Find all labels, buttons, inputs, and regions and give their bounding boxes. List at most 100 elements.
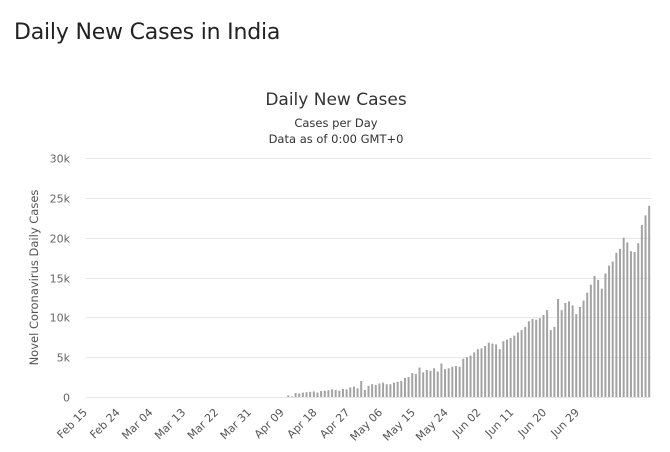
- bar[interactable]: [309, 391, 312, 397]
- bar[interactable]: [356, 388, 359, 397]
- bar[interactable]: [451, 366, 454, 397]
- bar[interactable]: [389, 384, 392, 397]
- bar[interactable]: [608, 265, 611, 397]
- bar[interactable]: [498, 349, 501, 397]
- bar[interactable]: [597, 279, 600, 397]
- bar[interactable]: [516, 332, 519, 397]
- bar[interactable]: [589, 284, 592, 397]
- bar[interactable]: [378, 383, 381, 397]
- bar[interactable]: [619, 248, 622, 397]
- bar[interactable]: [513, 335, 516, 397]
- bar[interactable]: [349, 387, 352, 397]
- bar[interactable]: [440, 363, 443, 397]
- bar[interactable]: [298, 393, 301, 397]
- bar[interactable]: [469, 355, 472, 397]
- bar[interactable]: [633, 252, 636, 397]
- bar[interactable]: [396, 381, 399, 397]
- bar[interactable]: [520, 330, 523, 397]
- bar[interactable]: [327, 390, 330, 397]
- bar[interactable]: [506, 339, 509, 397]
- bar[interactable]: [382, 382, 385, 397]
- bar[interactable]: [320, 391, 323, 397]
- bar[interactable]: [546, 310, 549, 397]
- bar[interactable]: [393, 382, 396, 397]
- bar[interactable]: [447, 368, 450, 397]
- bar[interactable]: [509, 338, 512, 397]
- bar[interactable]: [593, 275, 596, 397]
- bar[interactable]: [473, 352, 476, 397]
- bar[interactable]: [637, 243, 640, 397]
- bar[interactable]: [341, 389, 344, 397]
- bar[interactable]: [491, 343, 494, 397]
- bar[interactable]: [411, 373, 414, 397]
- bar[interactable]: [611, 261, 614, 397]
- bar[interactable]: [626, 242, 629, 397]
- bar[interactable]: [338, 390, 341, 397]
- bar[interactable]: [433, 368, 436, 397]
- bar[interactable]: [615, 252, 618, 397]
- bar[interactable]: [557, 299, 560, 397]
- bar[interactable]: [648, 205, 651, 397]
- bar[interactable]: [542, 314, 545, 397]
- bar[interactable]: [422, 372, 425, 397]
- bar[interactable]: [549, 330, 552, 397]
- bar[interactable]: [425, 369, 428, 397]
- bar[interactable]: [462, 358, 465, 397]
- bar[interactable]: [575, 314, 578, 397]
- bar[interactable]: [287, 395, 290, 397]
- bar[interactable]: [571, 305, 574, 397]
- bar[interactable]: [400, 381, 403, 397]
- bar[interactable]: [535, 319, 538, 397]
- bar[interactable]: [371, 384, 374, 397]
- bar[interactable]: [629, 251, 632, 397]
- bar[interactable]: [290, 396, 293, 397]
- bar[interactable]: [403, 377, 406, 397]
- bar[interactable]: [538, 318, 541, 397]
- bar[interactable]: [367, 385, 370, 397]
- bar[interactable]: [553, 326, 556, 397]
- bar[interactable]: [484, 346, 487, 397]
- bar[interactable]: [640, 224, 643, 397]
- bar[interactable]: [363, 389, 366, 397]
- bar[interactable]: [458, 366, 461, 397]
- bar[interactable]: [644, 215, 647, 397]
- bar[interactable]: [476, 349, 479, 397]
- bar[interactable]: [567, 301, 570, 397]
- bar[interactable]: [527, 321, 530, 397]
- bar[interactable]: [600, 288, 603, 397]
- bar[interactable]: [407, 377, 410, 397]
- bar[interactable]: [414, 373, 417, 397]
- bar[interactable]: [495, 344, 498, 397]
- bar[interactable]: [444, 369, 447, 397]
- bar[interactable]: [294, 393, 297, 397]
- bar[interactable]: [502, 341, 505, 397]
- bar[interactable]: [465, 357, 468, 397]
- bar[interactable]: [578, 306, 581, 397]
- bar[interactable]: [352, 386, 355, 397]
- bar[interactable]: [312, 391, 315, 397]
- bar[interactable]: [531, 318, 534, 397]
- bar[interactable]: [331, 389, 334, 397]
- bar[interactable]: [560, 310, 563, 397]
- bar[interactable]: [454, 365, 457, 397]
- bar[interactable]: [374, 385, 377, 397]
- bar[interactable]: [487, 342, 490, 397]
- bar[interactable]: [305, 392, 308, 397]
- bar[interactable]: [586, 292, 589, 397]
- bar[interactable]: [360, 381, 363, 397]
- bar[interactable]: [564, 302, 567, 397]
- bar[interactable]: [429, 370, 432, 397]
- bar[interactable]: [480, 348, 483, 397]
- bar[interactable]: [385, 384, 388, 397]
- bar[interactable]: [436, 371, 439, 397]
- bar[interactable]: [622, 237, 625, 397]
- bar[interactable]: [345, 389, 348, 397]
- bar[interactable]: [582, 300, 585, 397]
- bar[interactable]: [418, 367, 421, 397]
- bar[interactable]: [524, 326, 527, 397]
- bar[interactable]: [604, 273, 607, 397]
- bar[interactable]: [301, 392, 304, 397]
- bar[interactable]: [316, 392, 319, 397]
- bar[interactable]: [334, 389, 337, 397]
- bar[interactable]: [323, 390, 326, 397]
